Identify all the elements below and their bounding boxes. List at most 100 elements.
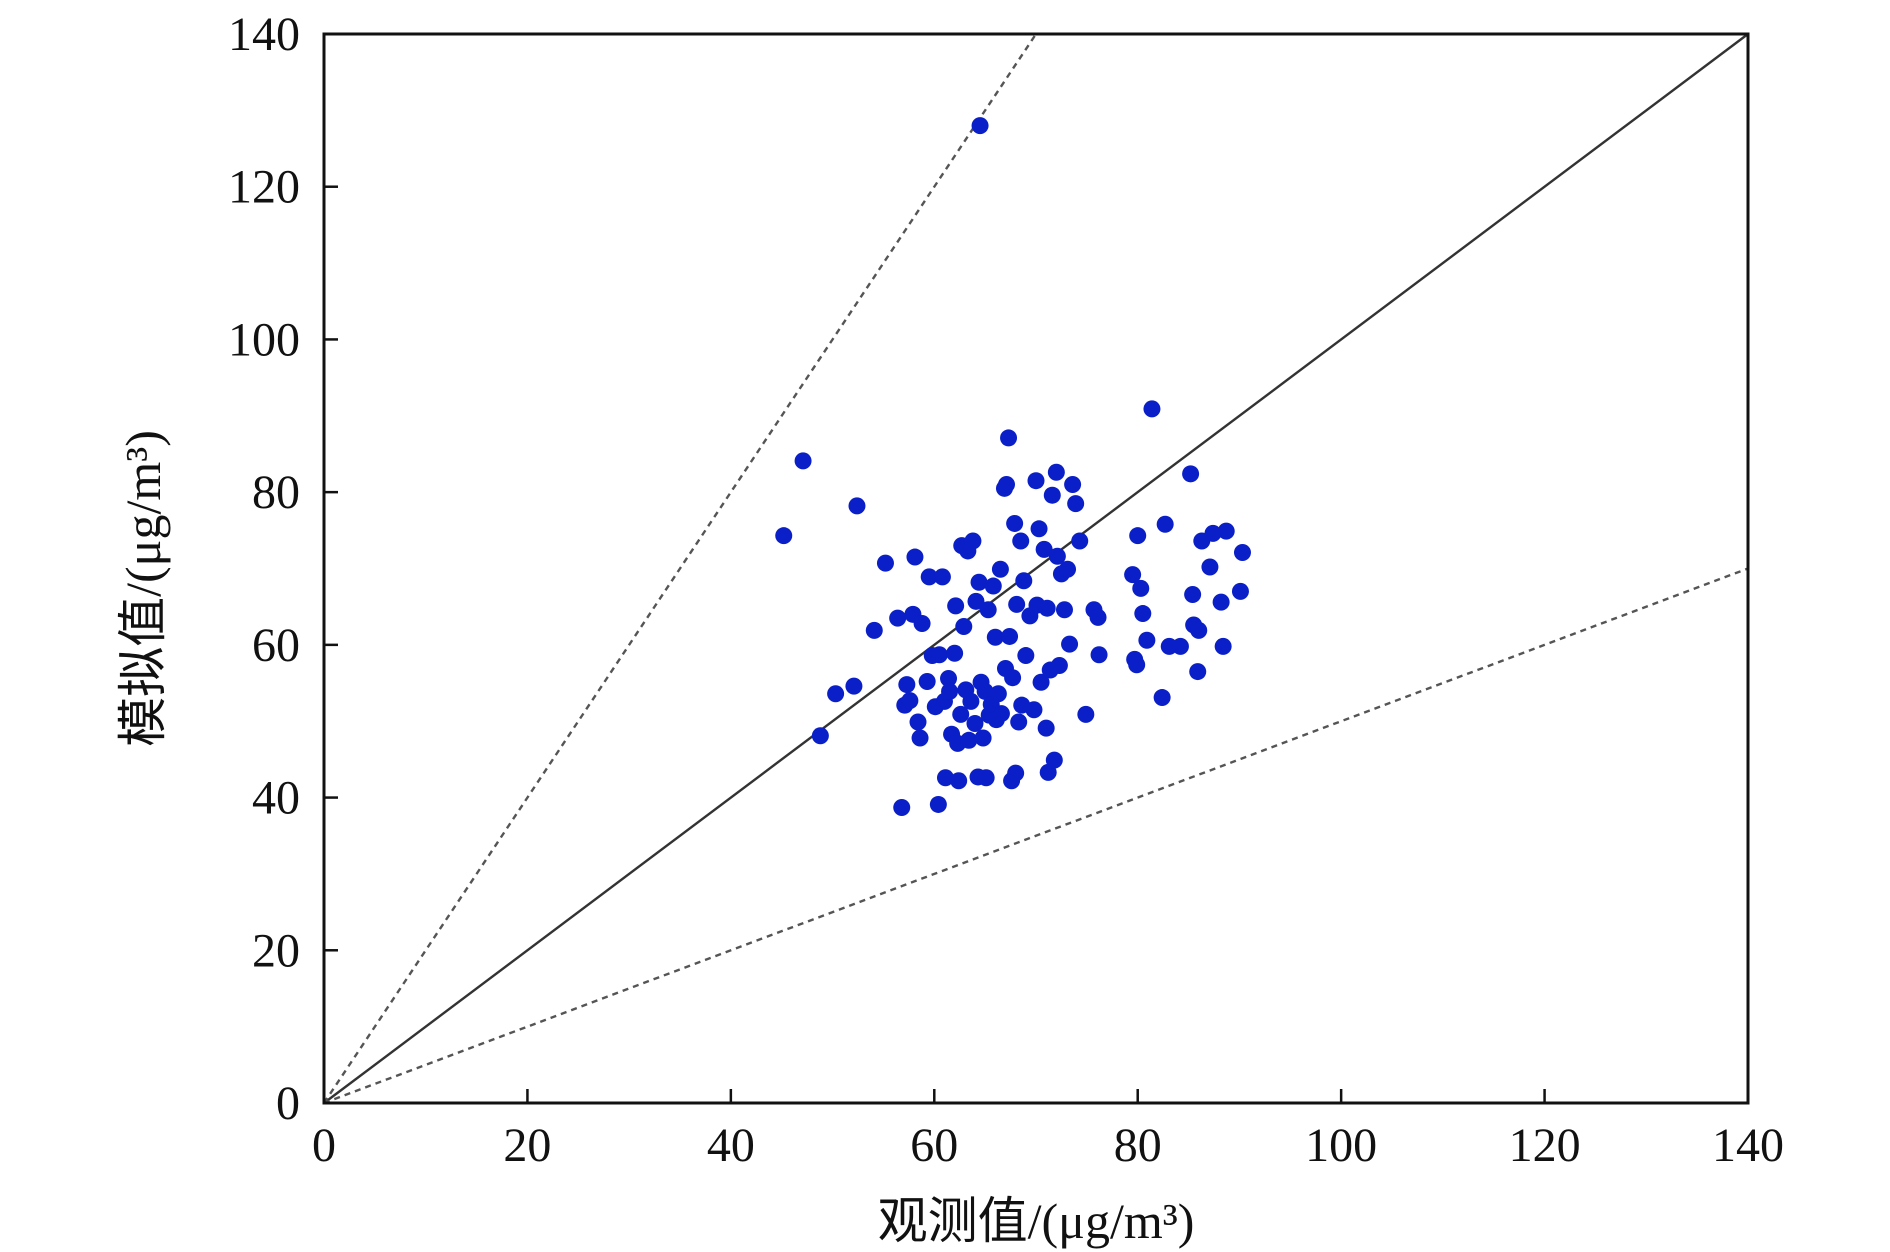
data-point (794, 452, 812, 470)
data-point (1007, 764, 1025, 782)
y-tick-label: 120 (228, 161, 300, 214)
data-point (930, 646, 948, 664)
data-point (1035, 540, 1053, 558)
data-point (966, 715, 984, 733)
data-point (970, 573, 988, 591)
x-tick-label: 40 (707, 1119, 755, 1172)
data-point (901, 692, 919, 710)
data-point (1132, 579, 1150, 597)
data-point (1038, 599, 1056, 617)
x-tick-label: 140 (1712, 1119, 1784, 1172)
data-point (984, 577, 1002, 595)
data-point (1032, 673, 1050, 691)
data-point (955, 618, 973, 636)
data-point (1025, 701, 1043, 719)
data-point (1077, 705, 1095, 723)
data-point (974, 729, 992, 747)
data-point (1156, 515, 1174, 533)
data-point (1134, 605, 1152, 623)
data-point (865, 621, 883, 639)
data-point (920, 568, 938, 586)
data-point (1212, 593, 1230, 611)
y-tick-label: 80 (252, 466, 300, 519)
data-point (1067, 495, 1085, 513)
reference-lines (323, 33, 1749, 1105)
data-point (1089, 608, 1107, 626)
data-point (989, 685, 1007, 703)
data-point (1008, 595, 1026, 613)
upper-bound-line (323, 33, 1037, 1104)
data-point (1071, 532, 1089, 550)
data-point (1030, 520, 1048, 538)
x-tick-label: 80 (1114, 1119, 1162, 1172)
data-point (991, 560, 1009, 578)
x-tick-label: 0 (312, 1119, 336, 1172)
data-point (1143, 400, 1161, 418)
x-axis-ticks: 0 20 40 60 80 100 120 140 (312, 1089, 1784, 1172)
data-point (1184, 585, 1202, 603)
data-point (1061, 635, 1079, 653)
data-point (1027, 472, 1045, 490)
data-point (1001, 627, 1019, 645)
data-point (1047, 463, 1065, 481)
data-point (1171, 637, 1189, 655)
data-point (1128, 656, 1146, 674)
data-point (876, 554, 894, 572)
data-point (1037, 719, 1055, 737)
data-point (1017, 647, 1035, 665)
data-point (1064, 476, 1082, 494)
data-point (1090, 646, 1108, 664)
data-point (775, 527, 793, 545)
one-to-one-line (323, 33, 1749, 1104)
data-point (911, 729, 929, 747)
y-tick-label: 100 (228, 313, 300, 366)
data-point (1153, 689, 1171, 707)
data-point (1048, 547, 1066, 565)
lower-bound-line (323, 567, 1749, 1105)
data-point (848, 497, 866, 515)
data-point (977, 769, 995, 787)
data-point (1010, 713, 1028, 731)
data-point (950, 772, 968, 790)
data-point (913, 614, 931, 632)
data-point (1006, 514, 1024, 532)
y-axis-title: 模拟值/(μg/m³) (115, 430, 171, 747)
data-point (845, 677, 863, 695)
data-point (1050, 656, 1068, 674)
data-point (998, 476, 1016, 494)
data-point (909, 713, 927, 731)
y-tick-label: 20 (252, 924, 300, 977)
y-tick-label: 140 (228, 8, 300, 61)
data-point (1124, 566, 1142, 584)
data-point (1217, 522, 1235, 540)
y-axis-ticks: 0 20 40 60 80 100 120 140 (228, 8, 338, 1130)
data-point (962, 692, 980, 710)
data-point (1233, 543, 1251, 561)
x-tick-label: 100 (1305, 1119, 1377, 1172)
x-tick-label: 120 (1509, 1119, 1581, 1172)
data-point (1204, 524, 1222, 542)
data-point (918, 673, 936, 691)
data-point (1129, 527, 1147, 545)
data-point (933, 568, 951, 586)
data-point (1201, 558, 1219, 576)
plot-frame (322, 32, 1750, 1105)
data-point (1012, 532, 1030, 550)
data-point (967, 592, 985, 610)
data-point (1231, 582, 1249, 600)
data-point (976, 682, 994, 700)
data-point (898, 676, 916, 694)
data-point (979, 601, 997, 619)
data-point (1182, 465, 1200, 483)
data-point (811, 727, 829, 745)
data-point (1045, 751, 1063, 769)
data-point (940, 669, 958, 687)
data-point (906, 548, 924, 566)
data-point (936, 769, 954, 787)
data-point (971, 117, 989, 135)
data-point (960, 731, 978, 749)
x-axis-title: 观测值/(μg/m³) (878, 1193, 1195, 1249)
data-point (929, 795, 947, 813)
